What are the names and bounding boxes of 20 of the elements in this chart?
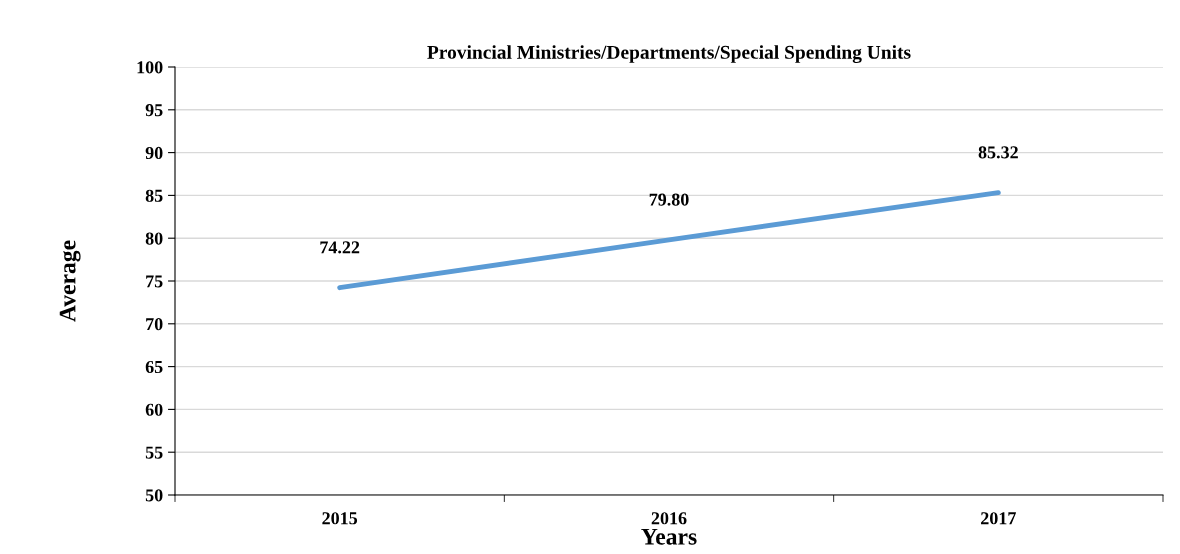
y-tick-label: 55 bbox=[145, 446, 163, 459]
data-label: 85.32 bbox=[978, 146, 1018, 159]
y-tick-label: 100 bbox=[137, 61, 163, 74]
y-tick-label: 85 bbox=[145, 189, 163, 202]
y-axis-title: Average bbox=[59, 240, 81, 322]
x-tick-label: 2015 bbox=[322, 512, 358, 525]
chart-title: Provincial Ministries/Departments/Special Spending Units bbox=[427, 45, 911, 63]
x-tick-label: 2017 bbox=[981, 512, 1016, 525]
y-tick-label: 95 bbox=[145, 104, 163, 117]
data-label: 79.80 bbox=[649, 193, 689, 206]
y-tick-label: 80 bbox=[145, 232, 163, 245]
y-tick-label: 90 bbox=[145, 146, 163, 160]
y-tick-label: 70 bbox=[146, 318, 163, 331]
y-tick-label: 65 bbox=[145, 360, 163, 374]
y-tick-label: 75 bbox=[146, 275, 163, 288]
data-label: 74.22 bbox=[320, 241, 360, 254]
x-tick-label: 2016 bbox=[651, 512, 687, 525]
y-tick-label: 50 bbox=[145, 489, 163, 502]
x-axis-title: Years bbox=[641, 528, 697, 545]
y-tick-label: 60 bbox=[145, 403, 163, 416]
